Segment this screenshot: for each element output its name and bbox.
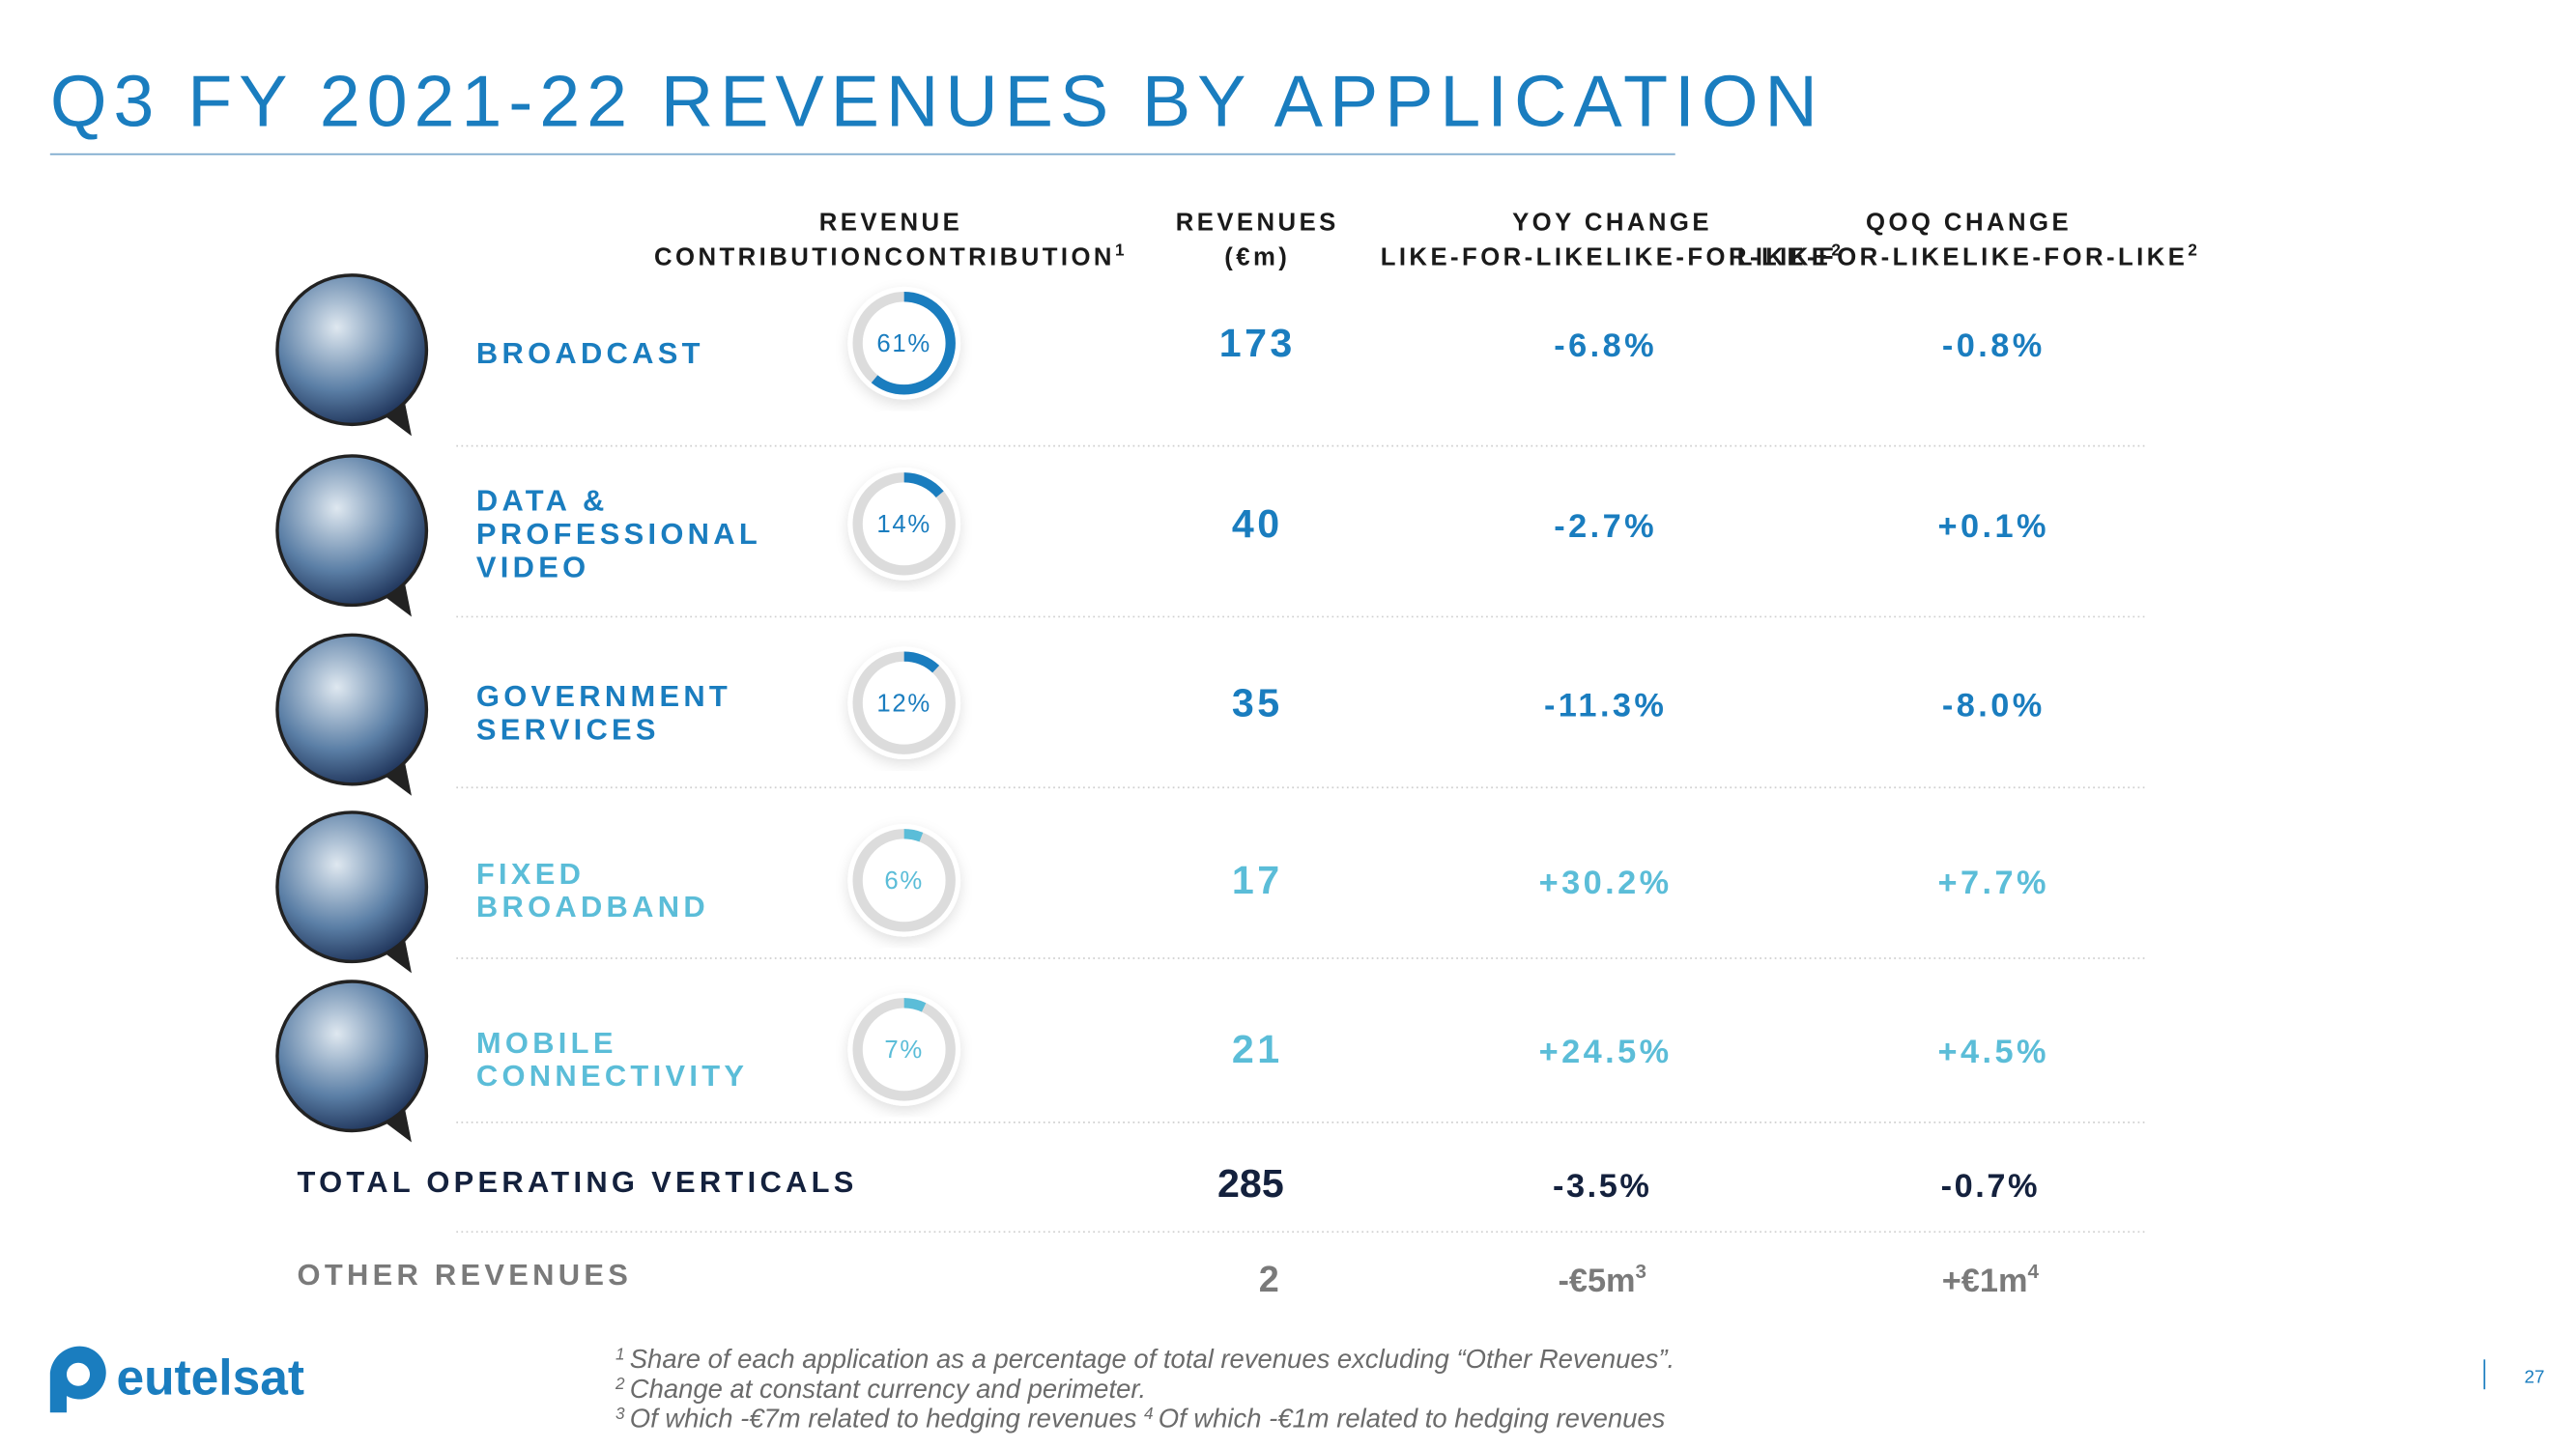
row-photo	[275, 980, 429, 1133]
application-name: VIDEO	[476, 550, 590, 583]
contribution-label: 7%	[884, 1037, 924, 1064]
title: Q3 FY 2021-22 REVENUES BY APPLICATION	[50, 61, 1824, 142]
qoq-change: +4.5%	[1938, 1034, 2049, 1070]
footnote-ref: 1	[1115, 240, 1128, 259]
row-photo	[275, 454, 429, 608]
yoy-change: -6.8%	[1554, 327, 1657, 364]
qoq-change: -0.8%	[1942, 327, 2046, 364]
footnote-ref: 2	[1831, 240, 1844, 259]
footnote-ref: 3	[615, 1404, 625, 1423]
revenue: 173	[1219, 321, 1296, 365]
footnote-text: Share of each application as a percentag…	[630, 1344, 1674, 1374]
yoy-change: +30.2%	[1539, 865, 1673, 901]
row-photo	[275, 273, 429, 427]
column-header: LIKE-FOR-LIKELIKE-FOR-LIKE2	[1737, 240, 2201, 270]
application-name: BROADBAND	[476, 890, 709, 923]
donut-shadow	[847, 286, 961, 400]
contribution-label: 6%	[884, 867, 924, 895]
total-label: TOTAL OPERATING VERTICALS	[298, 1165, 858, 1199]
footnote: 1 Share of each application as a percenta…	[615, 1344, 1674, 1374]
other-yoy: -€5m3	[1558, 1261, 1646, 1299]
donut-shadow	[847, 823, 961, 937]
footnote-ref: 4	[2027, 1261, 2039, 1283]
yoy-change: +24.5%	[1539, 1034, 1673, 1070]
photo-tail	[385, 583, 412, 617]
application-name: DATA &	[476, 484, 609, 518]
footnote-ref: 2	[2188, 240, 2200, 259]
footnote-ref: 3	[1636, 1261, 1646, 1283]
footnote-text: Of which -€1m related to hedging revenue…	[1159, 1404, 1666, 1434]
application-name: MOBILE	[476, 1026, 617, 1060]
application-name: BROADCAST	[476, 336, 704, 370]
photo-tail	[385, 403, 412, 437]
footnote-ref: 4	[1144, 1404, 1154, 1423]
donut-arc	[852, 829, 956, 932]
revenue: 40	[1232, 501, 1283, 546]
yoy-change: -2.7%	[1554, 508, 1657, 545]
other-value: +€1m	[1942, 1263, 2028, 1299]
column-header: REVENUE	[819, 210, 962, 237]
column-header: QOQ CHANGE	[1866, 210, 2072, 237]
header-text: LIKE-FOR-LIKE	[1606, 244, 1831, 271]
contribution-label: 14%	[876, 511, 931, 538]
yoy-change: -11.3%	[1544, 687, 1667, 724]
donut-shadow	[847, 993, 961, 1106]
footnote-ref: 1	[615, 1344, 625, 1363]
page-number: 27	[2524, 1366, 2544, 1386]
contribution-label: 12%	[876, 690, 931, 717]
photo-tail	[385, 762, 412, 796]
application-name: GOVERNMENT	[476, 679, 731, 713]
column-header: CONTRIBUTIONCONTRIBUTION1	[654, 240, 1128, 270]
column-header: REVENUES	[1176, 210, 1339, 237]
application-name: SERVICES	[476, 712, 660, 746]
photo-tail	[385, 1109, 412, 1143]
qoq-change: +0.1%	[1938, 508, 2049, 545]
qoq-change: +7.7%	[1938, 865, 2049, 901]
column-header: LIKE-FOR-LIKELIKE-FOR-LIKE2	[1381, 240, 1845, 270]
application-name: FIXED	[476, 857, 585, 891]
other-revenue: 2	[1259, 1259, 1279, 1299]
donut-arc	[852, 651, 956, 754]
other-qoq: +€1m4	[1942, 1261, 2040, 1299]
other-label: OTHER REVENUES	[298, 1258, 633, 1292]
contribution-label: 61%	[876, 330, 931, 357]
donut-arc	[852, 998, 956, 1101]
revenue: 35	[1232, 680, 1283, 724]
qoq-change: -8.0%	[1942, 687, 2046, 724]
header-text: LIKE-FOR-LIKE	[1962, 244, 2188, 271]
footnote-text: Of which -€7m related to hedging revenue…	[630, 1404, 1144, 1434]
donut-shadow	[847, 646, 961, 760]
logo-text: eutelsat	[116, 1349, 304, 1405]
header-text: CONTRIBUTION	[884, 244, 1114, 271]
total-revenue: 285	[1217, 1161, 1284, 1206]
row-photo	[275, 810, 429, 964]
revenue: 17	[1232, 858, 1283, 902]
photo-tail	[385, 940, 412, 974]
row-photo	[275, 633, 429, 786]
revenue: 21	[1232, 1027, 1283, 1071]
footnote-text: Change at constant currency and perimete…	[630, 1374, 1146, 1404]
logo: eutelsat	[49, 1346, 304, 1413]
total-qoq: -0.7%	[1941, 1168, 2041, 1205]
donut-arc	[852, 292, 956, 395]
application-name: PROFESSIONAL	[476, 517, 761, 551]
footnote: 2 Change at constant currency and perimet…	[615, 1374, 1146, 1404]
column-header: (€m)	[1224, 244, 1290, 271]
total-yoy: -3.5%	[1553, 1168, 1652, 1205]
footnote-ref: 2	[615, 1374, 625, 1393]
footnote: 3 Of which -€7m related to hedging revenu…	[615, 1404, 1666, 1434]
column-header: YOY CHANGE	[1512, 210, 1712, 237]
donut-arc	[852, 472, 956, 576]
donut-shadow	[847, 467, 961, 581]
application-name: CONNECTIVITY	[476, 1059, 748, 1093]
other-value: -€5m	[1558, 1263, 1635, 1299]
